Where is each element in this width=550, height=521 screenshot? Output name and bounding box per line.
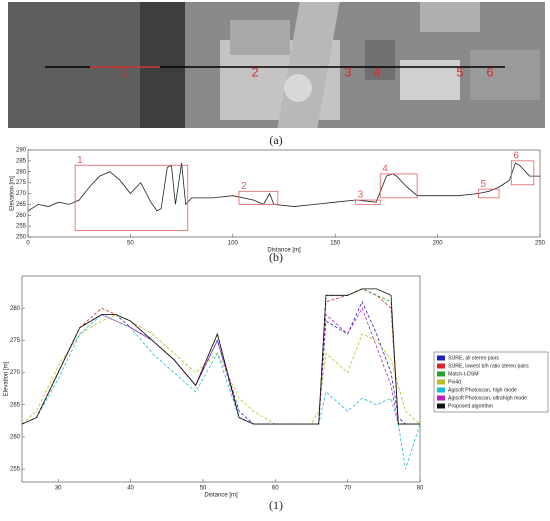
region-box xyxy=(478,188,500,199)
legend-label: Proposed algorithm xyxy=(448,403,493,409)
region-label: 1 xyxy=(77,155,83,166)
caption: (a) xyxy=(269,133,282,147)
aerial-image xyxy=(8,2,545,128)
plot-frame xyxy=(21,275,421,483)
image-label: 2 xyxy=(251,64,258,79)
region-label: 3 xyxy=(358,190,364,201)
x-tick-label: 60 xyxy=(272,486,279,492)
image-label: 4 xyxy=(373,64,380,79)
y-tick-label: 270 xyxy=(16,191,27,197)
x-tick-label: 50 xyxy=(127,241,134,247)
plot-frame xyxy=(27,149,541,238)
region-box xyxy=(238,190,279,205)
region-box xyxy=(510,160,535,186)
x-tick-label: 30 xyxy=(55,486,62,492)
y-tick-label: 280 xyxy=(16,169,27,175)
y-tick-label: 285 xyxy=(16,158,27,164)
legend-swatch xyxy=(437,403,445,409)
y-tick-label: 255 xyxy=(16,224,27,230)
region-box xyxy=(355,199,381,205)
legend-swatch xyxy=(437,387,445,393)
region-label: 4 xyxy=(382,164,388,175)
x-tick-label: 150 xyxy=(330,241,341,247)
y-tick-label: 255 xyxy=(10,467,21,473)
y-tick-label: 280 xyxy=(10,306,21,312)
y-tick-label: 260 xyxy=(10,435,21,441)
x-tick-label: 200 xyxy=(433,241,444,247)
y-tick-label: 270 xyxy=(10,370,21,376)
x-tick-label: 70 xyxy=(344,486,351,492)
y-tick-label: 265 xyxy=(16,202,27,208)
series-line xyxy=(21,288,420,425)
legend-label: SURE, lowest b/h ratio stereo pairs xyxy=(448,363,529,369)
region-label: 2 xyxy=(241,181,247,192)
x-tick-label: 50 xyxy=(200,486,207,492)
y-tick-label: 290 xyxy=(16,148,27,154)
y-tick-label: 265 xyxy=(10,402,21,408)
x-axis-label: Distance [m] xyxy=(267,248,301,254)
y-tick-label: 250 xyxy=(16,235,27,241)
y-tick-label: 275 xyxy=(16,180,27,186)
y-tick-label: 275 xyxy=(10,338,21,344)
series-line xyxy=(27,162,540,212)
region-label: 5 xyxy=(481,179,487,190)
legend-swatch xyxy=(437,355,445,361)
region-box xyxy=(74,164,189,231)
y-tick-label: 260 xyxy=(16,213,27,219)
x-axis-label: Distance [m] xyxy=(204,493,238,499)
x-tick-label: 40 xyxy=(127,486,134,492)
region-box xyxy=(379,173,418,199)
x-tick-label: 0 xyxy=(26,241,30,247)
legend xyxy=(433,351,549,413)
region-label: 6 xyxy=(513,151,519,162)
image-label: 6 xyxy=(486,64,493,79)
image-label: 3 xyxy=(344,64,351,79)
legend-label: Agisoft Photoscan, ultrahigh mode xyxy=(448,395,527,401)
image-label: 5 xyxy=(456,64,463,79)
legend-label: SURE, all stereo pairs xyxy=(448,355,499,361)
y-axis-label: Elevation [m] xyxy=(4,361,10,396)
legend-swatch xyxy=(437,395,445,401)
legend-swatch xyxy=(437,379,445,385)
y-axis-label: Elevation [m] xyxy=(10,176,16,211)
legend-swatch xyxy=(437,363,445,369)
x-tick-label: 100 xyxy=(228,241,239,247)
series-line xyxy=(21,314,421,425)
legend-label: Agisoft Photoscan, high mode xyxy=(448,387,517,393)
legend-label: Match-t-DSM xyxy=(448,371,479,377)
caption: (1) xyxy=(269,498,283,512)
legend-swatch xyxy=(437,371,445,377)
image-label: 1 xyxy=(121,64,128,79)
x-tick-label: 250 xyxy=(535,241,546,247)
caption: (b) xyxy=(269,250,283,264)
x-tick-label: 80 xyxy=(417,486,424,492)
legend-label: Pix4d xyxy=(448,379,461,385)
